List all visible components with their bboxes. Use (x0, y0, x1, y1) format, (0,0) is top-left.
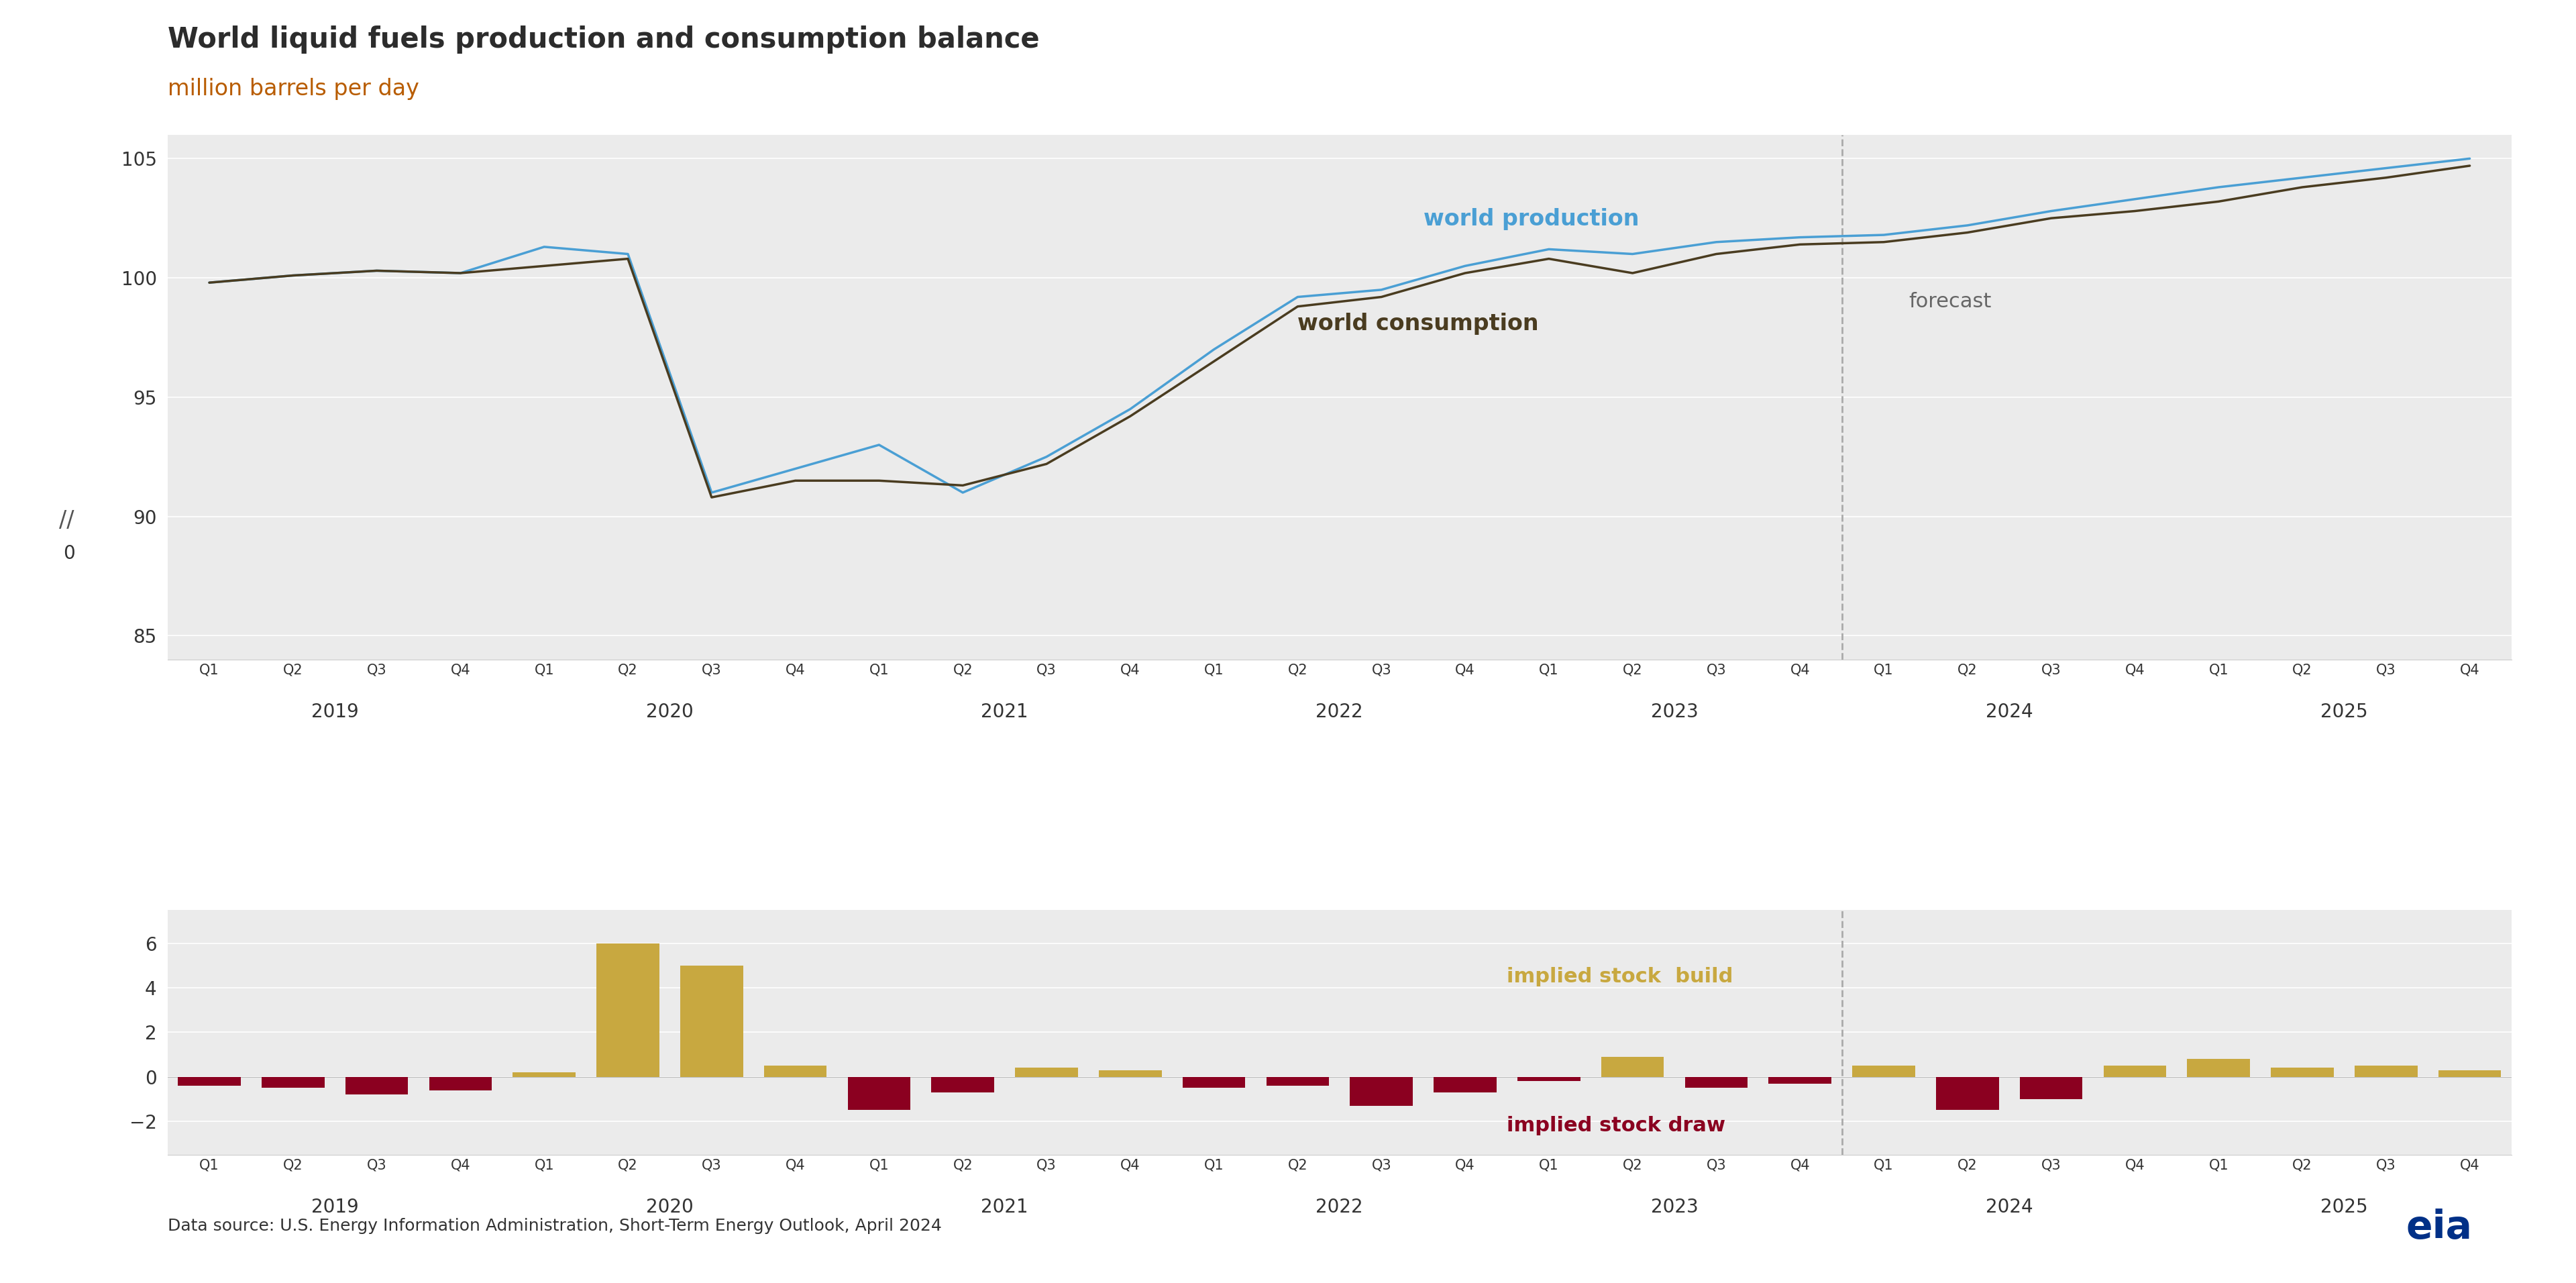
Bar (598, 943, 659, 1076)
Text: world production: world production (1422, 208, 1638, 230)
Text: //: // (59, 509, 75, 531)
Text: 2023: 2023 (1651, 1197, 1698, 1216)
Bar (680, 965, 742, 1076)
Text: million barrels per day: million barrels per day (167, 78, 420, 100)
Text: 2019: 2019 (312, 703, 358, 721)
Text: 2022: 2022 (1316, 703, 1363, 721)
Bar (1770, 1076, 1832, 1083)
Text: 2025: 2025 (2321, 1197, 2367, 1216)
Bar (2439, 1070, 2501, 1076)
Bar (345, 1076, 407, 1094)
Bar (1350, 1076, 1412, 1106)
Bar (430, 1076, 492, 1091)
Text: 2024: 2024 (1986, 703, 2032, 721)
Text: 0: 0 (62, 544, 75, 563)
Bar (1267, 1076, 1329, 1085)
Bar (513, 1073, 574, 1076)
Text: 2021: 2021 (981, 1197, 1028, 1216)
Bar (2105, 1066, 2166, 1076)
Text: 2020: 2020 (647, 703, 693, 721)
Text: 2025: 2025 (2321, 703, 2367, 721)
Text: implied stock  build: implied stock build (1507, 967, 1734, 987)
Text: 2021: 2021 (981, 703, 1028, 721)
Bar (263, 1076, 325, 1088)
Bar (1685, 1076, 1747, 1088)
Bar (2272, 1067, 2334, 1076)
Text: implied stock draw: implied stock draw (1507, 1116, 1726, 1135)
Text: 2023: 2023 (1651, 703, 1698, 721)
Bar (2020, 1076, 2081, 1100)
Bar (1015, 1067, 1077, 1076)
Text: World liquid fuels production and consumption balance: World liquid fuels production and consum… (167, 26, 1038, 54)
Bar (2354, 1066, 2416, 1076)
Text: forecast: forecast (1909, 293, 1991, 312)
Text: world consumption: world consumption (1298, 313, 1538, 335)
Bar (1517, 1076, 1579, 1082)
Bar (1852, 1066, 1914, 1076)
Bar (848, 1076, 909, 1110)
Bar (1435, 1076, 1497, 1092)
Bar (178, 1076, 240, 1085)
Text: eia: eia (2406, 1209, 2473, 1247)
Bar (1100, 1070, 1162, 1076)
Text: 2019: 2019 (312, 1197, 358, 1216)
Text: 2020: 2020 (647, 1197, 693, 1216)
Bar (1182, 1076, 1244, 1088)
Bar (2187, 1058, 2249, 1076)
Text: 2022: 2022 (1316, 1197, 1363, 1216)
Bar (1937, 1076, 1999, 1110)
Bar (933, 1076, 994, 1092)
Bar (1602, 1057, 1664, 1076)
Bar (765, 1066, 827, 1076)
Text: Data source: U.S. Energy Information Administration, Short-Term Energy Outlook, : Data source: U.S. Energy Information Adm… (167, 1218, 940, 1234)
Text: 2024: 2024 (1986, 1197, 2032, 1216)
